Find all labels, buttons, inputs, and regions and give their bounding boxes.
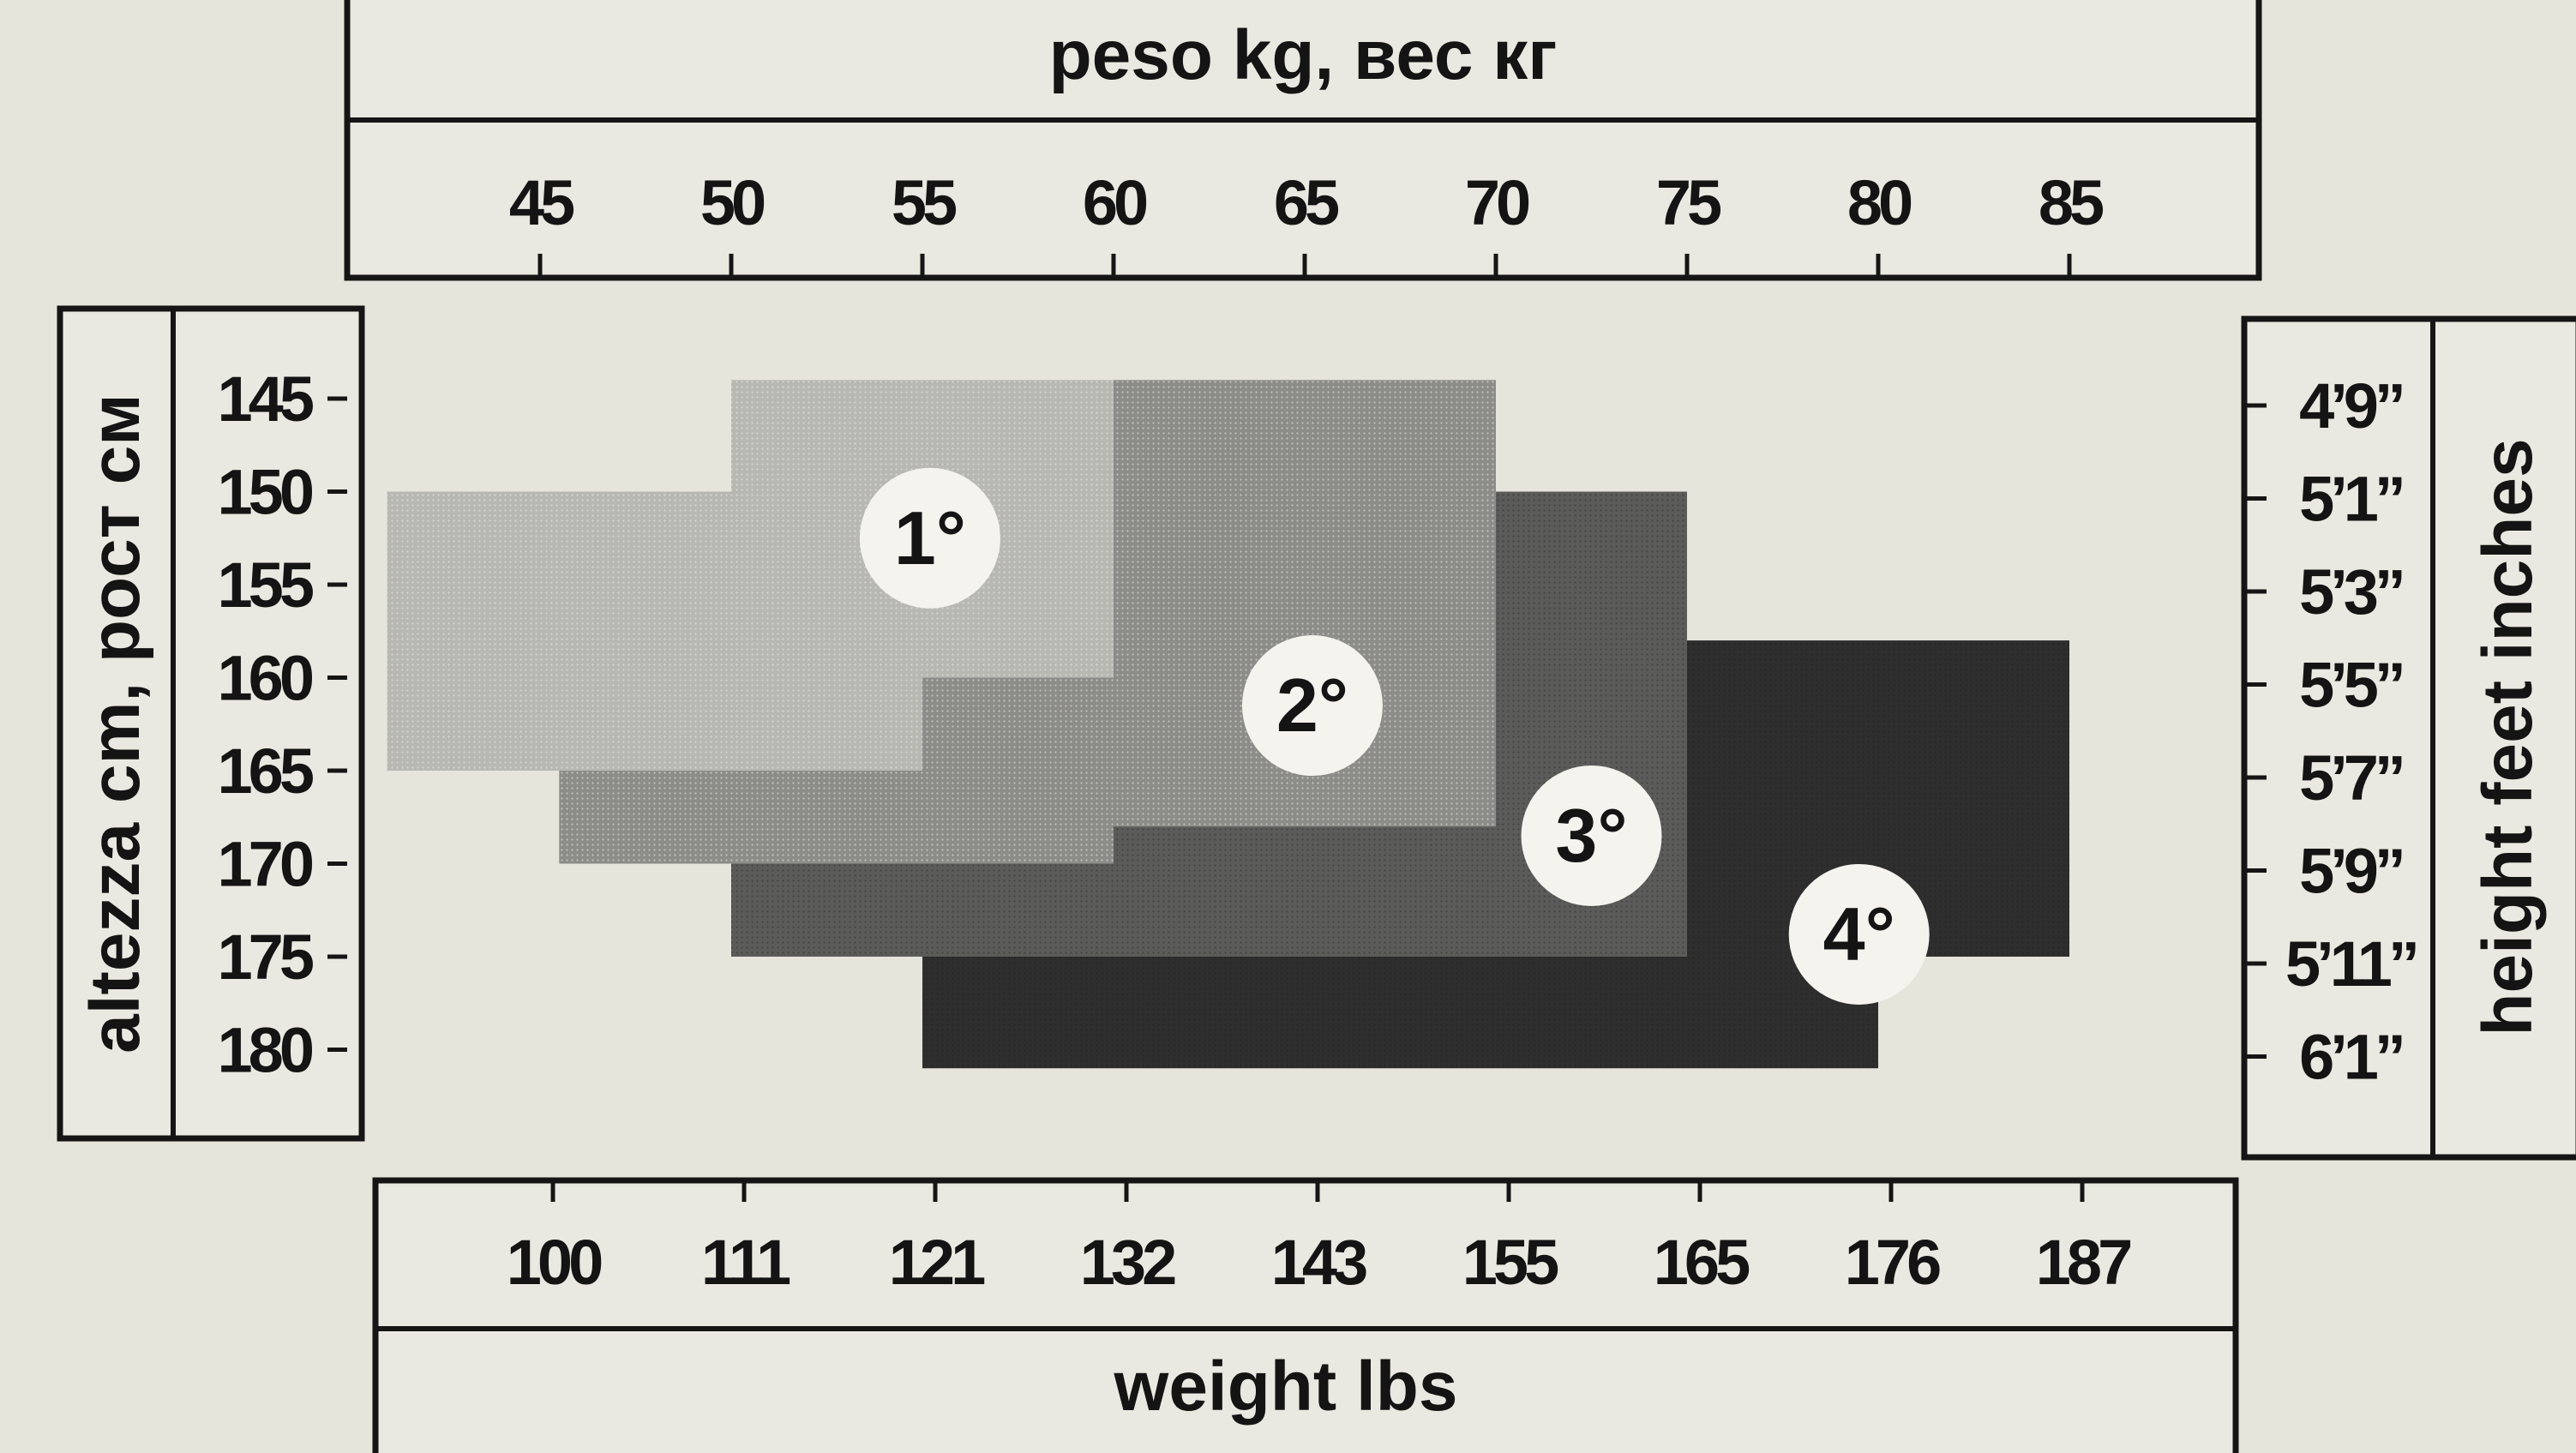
top-axis-box: peso kg, вес кг 45 50 55 60 65 70 75 80 85: [344, 0, 2262, 281]
size-badge-label: 4°: [1823, 892, 1895, 976]
kg-tick-label: 75: [1656, 167, 1721, 238]
kg-tick-label: 80: [1847, 167, 1912, 238]
feet-inches-tick-label: 5’11”: [2285, 928, 2416, 1000]
kg-tick-label: 70: [1465, 167, 1529, 238]
size-region-3: [731, 491, 1687, 957]
cm-axis-ticks: 145 150 155 160 165 170 175 180: [218, 363, 347, 1086]
cm-tick-label: 165: [218, 736, 314, 807]
size-region-block: [922, 957, 1878, 1069]
size-badge-circle: [1788, 863, 1930, 1005]
kg-tick-label: 65: [1274, 167, 1339, 238]
size-badge-label: 1°: [894, 495, 966, 580]
right-axis-box: height feet inches 4’9” 5’1” 5’3” 5’5” 5’7” 5…: [2241, 315, 2576, 1161]
lbs-tick-label: 187: [2036, 1227, 2130, 1298]
y-axis-title-feet-inches: height feet inches: [2469, 438, 2547, 1036]
feet-inches-tick-label: 5’1”: [2299, 464, 2402, 535]
size-region-block: [922, 677, 1114, 771]
left-axis-box: altezza cm, рост см 145 150 155 160 165 170 17…: [57, 305, 365, 1142]
lbs-axis-ticks: 100 111 121 132 143 155 165 176 187: [507, 1182, 2135, 1298]
cm-tick-label: 150: [218, 457, 313, 528]
cm-tick-label: 145: [218, 363, 314, 435]
lbs-tick-label: 100: [507, 1227, 602, 1298]
chart-title: peso kg, вес кг: [1049, 16, 1558, 94]
lbs-tick-label: 143: [1271, 1227, 1366, 1298]
cm-tick-label: 160: [218, 643, 313, 714]
size-badge-1: 1°: [859, 467, 1000, 609]
size-region-block: [387, 491, 731, 771]
size-badge-2: 2°: [1241, 635, 1383, 777]
size-badges: 1° 2° 3° 4°: [859, 467, 1930, 1005]
lbs-tick-label: 176: [1845, 1227, 1940, 1298]
bottom-axis-box: weight lbs 100 111 121 132 143 155 165 176 187: [372, 1177, 2239, 1453]
feet-inches-tick-label: 5’9”: [2299, 836, 2402, 907]
cm-tick-label: 155: [218, 549, 314, 621]
size-badge-circle: [1241, 635, 1383, 777]
kg-tick-label: 50: [700, 167, 765, 238]
feet-inches-axis-ticks: 4’9” 5’1” 5’3” 5’5” 5’7” 5’9” 5’11” 6’1”: [2246, 370, 2420, 1093]
size-badge-4: 4°: [1788, 863, 1930, 1005]
lbs-tick-label: 121: [889, 1227, 985, 1298]
size-region-4: [922, 640, 2069, 1069]
size-badge-3: 3°: [1521, 765, 1662, 906]
size-badge-label: 3°: [1555, 793, 1627, 878]
kg-tick-label: 55: [892, 167, 957, 238]
x-axis-title-lbs: weight lbs: [1114, 1348, 1458, 1426]
feet-inches-tick-label: 4’9”: [2299, 370, 2402, 441]
feet-inches-tick-label: 5’7”: [2299, 742, 2402, 814]
size-badge-label: 2°: [1276, 663, 1348, 748]
size-region-block: [1114, 826, 1496, 864]
lbs-tick-label: 132: [1080, 1227, 1175, 1298]
size-region-block: [731, 863, 1496, 957]
kg-tick-label: 45: [509, 167, 574, 238]
lbs-tick-label: 111: [701, 1227, 790, 1298]
y-axis-title-cm: altezza cm, рост см: [76, 393, 154, 1054]
lbs-tick-label: 155: [1462, 1227, 1558, 1298]
cm-tick-label: 175: [218, 922, 314, 993]
size-badge-circle: [1521, 765, 1662, 906]
cm-tick-label: 180: [218, 1015, 313, 1086]
feet-inches-tick-label: 5’5”: [2299, 650, 2402, 721]
kg-tick-label: 85: [2039, 167, 2104, 238]
feet-inches-tick-label: 5’3”: [2299, 556, 2402, 627]
size-region-block: [559, 771, 1114, 864]
kg-axis-ticks: 45 50 55 60 65 70 75 80 85: [509, 167, 2108, 276]
feet-inches-tick-label: 6’1”: [2299, 1022, 2402, 1093]
kg-tick-label: 60: [1083, 167, 1147, 238]
cm-tick-label: 170: [218, 829, 313, 900]
size-badge-circle: [859, 467, 1000, 609]
lbs-tick-label: 165: [1654, 1227, 1750, 1298]
